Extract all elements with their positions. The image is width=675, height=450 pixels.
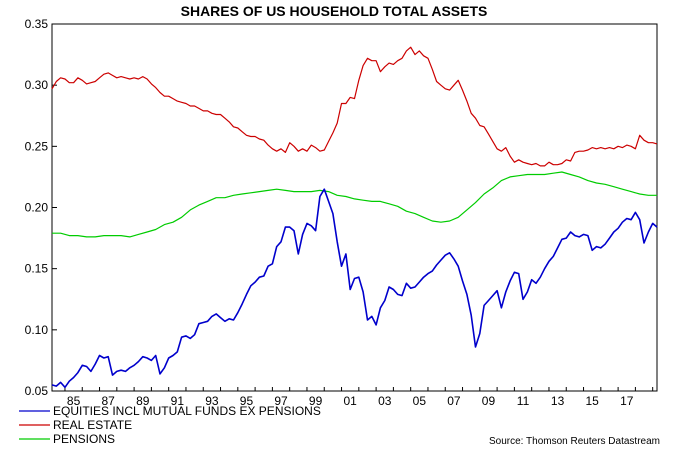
y-tick-label: 0.30 xyxy=(25,78,49,92)
y-tick-label: 0.20 xyxy=(25,201,49,215)
x-tick-label: 93 xyxy=(205,394,219,408)
x-tick-label: 87 xyxy=(101,394,115,408)
series-line-pensions xyxy=(52,171,657,238)
plot-area-frame xyxy=(51,23,658,392)
series-line-real-estate xyxy=(51,46,658,167)
x-tick-label: 89 xyxy=(136,394,150,408)
x-tick-label: 03 xyxy=(378,394,392,408)
y-tick-label: 0.35 xyxy=(25,17,49,31)
chart-title: SHARES OF US HOUSEHOLD TOTAL ASSETS xyxy=(181,3,488,19)
x-tick-label: 99 xyxy=(309,394,323,408)
x-tick-label: 97 xyxy=(274,394,288,408)
x-tick-label: 11 xyxy=(517,394,530,408)
x-tick-label: 15 xyxy=(585,394,599,408)
legend-label: PENSIONS xyxy=(53,432,115,446)
legend: EQUITIES INCL MUTUAL FUNDS EX PENSIONSRE… xyxy=(19,404,321,446)
source-note: Source: Thomson Reuters Datastream xyxy=(489,436,660,447)
x-axis: 85 87 89 91 93 95 97 99 01 03 05 07 09 11 13 15 17 xyxy=(64,387,654,408)
series-layer xyxy=(51,46,658,389)
x-tick-label: 85 xyxy=(67,394,81,408)
x-tick-label: 17 xyxy=(620,394,634,408)
legend-label: EQUITIES INCL MUTUAL FUNDS EX PENSIONS xyxy=(53,404,321,418)
x-tick-label: 91 xyxy=(171,394,185,408)
x-tick-label: 01 xyxy=(343,394,357,408)
y-tick-label: 0.25 xyxy=(25,139,49,153)
y-tick-label: 0.15 xyxy=(25,262,49,276)
x-tick-label: 07 xyxy=(447,394,461,408)
x-tick-label: 13 xyxy=(551,394,565,408)
legend-label: REAL ESTATE xyxy=(53,418,132,432)
y-tick-label: 0.10 xyxy=(25,323,49,337)
y-tick-label: 0.05 xyxy=(25,384,49,398)
x-tick-label: 05 xyxy=(413,394,427,408)
series-line-equities-incl-mutual-funds-ex-pensions xyxy=(51,188,658,389)
x-tick-label: 95 xyxy=(240,394,254,408)
x-tick-label: 09 xyxy=(482,394,496,408)
y-axis: 0.05 0.10 0.15 0.20 0.25 0.30 0.35 xyxy=(25,17,57,398)
